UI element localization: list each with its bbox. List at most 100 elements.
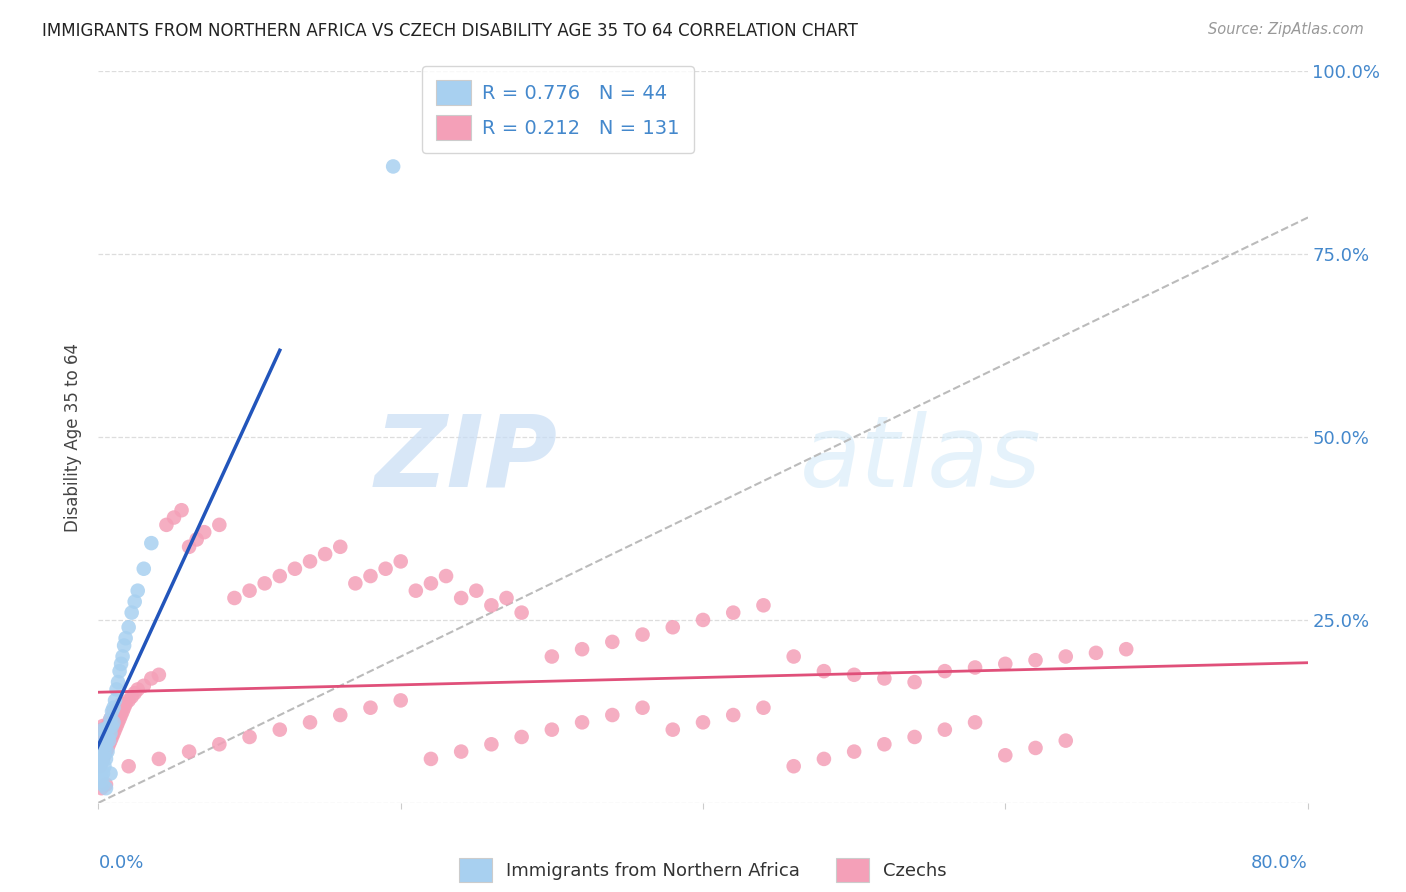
Legend: Immigrants from Northern Africa, Czechs: Immigrants from Northern Africa, Czechs [451, 851, 955, 888]
Point [90, 756, 112, 770]
Point [107, 705, 129, 719]
Point [299, 554, 322, 568]
Point [661, 620, 683, 634]
Point [96, 730, 118, 744]
Point [90, 781, 112, 796]
Point [118, 693, 141, 707]
Point [114, 697, 136, 711]
Point [90, 740, 112, 755]
Point [89, 773, 111, 788]
Point [239, 730, 262, 744]
Point [96, 740, 118, 755]
Point [631, 700, 654, 714]
Point [94, 778, 117, 792]
Point [873, 737, 896, 751]
Point [107, 715, 129, 730]
Point [170, 503, 193, 517]
Point [105, 708, 128, 723]
Point [98, 719, 121, 733]
Point [420, 576, 443, 591]
Point [299, 715, 322, 730]
Point [93, 730, 115, 744]
Point [571, 642, 593, 657]
Point [90, 745, 112, 759]
Point [103, 705, 125, 719]
Point [91, 723, 114, 737]
Point [179, 540, 201, 554]
Point [602, 635, 624, 649]
Point [540, 649, 562, 664]
Point [89, 763, 111, 777]
Point [94, 733, 117, 747]
Point [91, 752, 114, 766]
Point [110, 697, 132, 711]
Point [93, 745, 115, 759]
Point [98, 726, 121, 740]
Point [723, 606, 745, 620]
Point [89, 737, 111, 751]
Point [994, 657, 1017, 671]
Point [112, 639, 135, 653]
Point [1054, 649, 1077, 664]
Point [450, 745, 472, 759]
Point [96, 719, 118, 733]
Point [239, 583, 262, 598]
Point [93, 726, 115, 740]
Point [103, 715, 125, 730]
Y-axis label: Disability Age 35 to 64: Disability Age 35 to 64 [65, 343, 83, 532]
Point [329, 708, 352, 723]
Text: IMMIGRANTS FROM NORTHERN AFRICA VS CZECH DISABILITY AGE 35 TO 64 CORRELATION CHA: IMMIGRANTS FROM NORTHERN AFRICA VS CZECH… [42, 22, 858, 40]
Text: atlas: atlas [800, 410, 1042, 508]
Point [100, 766, 122, 780]
Text: 0.0%: 0.0% [98, 854, 143, 872]
Point [121, 690, 143, 704]
Point [89, 752, 111, 766]
Point [101, 730, 124, 744]
Point [434, 569, 457, 583]
Point [934, 723, 956, 737]
Point [101, 719, 124, 733]
Point [98, 737, 121, 751]
Point [132, 562, 155, 576]
Point [96, 730, 118, 744]
Point [98, 733, 121, 747]
Point [405, 583, 427, 598]
Point [103, 715, 125, 730]
Point [105, 719, 128, 733]
Point [752, 700, 775, 714]
Point [108, 664, 131, 678]
Point [510, 606, 533, 620]
Point [105, 682, 128, 697]
Point [481, 737, 503, 751]
Point [100, 712, 122, 726]
Point [994, 748, 1017, 763]
Point [100, 723, 122, 737]
Point [110, 657, 132, 671]
Point [1054, 733, 1077, 747]
Point [90, 723, 112, 737]
Point [813, 664, 835, 678]
Point [844, 745, 866, 759]
Point [91, 730, 114, 744]
Point [481, 599, 503, 613]
Point [100, 726, 122, 740]
Point [314, 547, 336, 561]
Point [284, 562, 307, 576]
Point [100, 712, 122, 726]
Point [141, 672, 163, 686]
Point [91, 737, 114, 751]
Point [91, 766, 114, 780]
Point [91, 740, 114, 755]
Point [118, 759, 141, 773]
Point [94, 737, 117, 751]
Text: ZIP: ZIP [375, 410, 558, 508]
Point [103, 726, 125, 740]
Point [783, 649, 806, 664]
Point [94, 781, 117, 796]
Point [844, 667, 866, 681]
Point [101, 705, 124, 719]
Point [155, 517, 177, 532]
Point [93, 748, 115, 763]
Point [602, 708, 624, 723]
Point [110, 708, 132, 723]
